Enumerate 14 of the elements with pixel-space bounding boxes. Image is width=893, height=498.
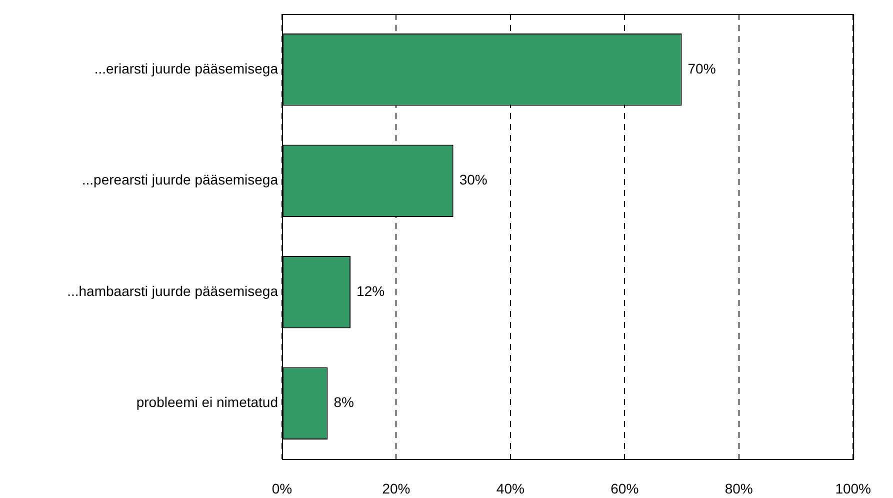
y-tick-label: probleemi ei nimetatud — [136, 394, 278, 410]
data-label: 70% — [688, 60, 716, 76]
data-label: 30% — [459, 172, 488, 188]
x-tick-label: 80% — [724, 480, 753, 496]
data-label: 8% — [334, 394, 354, 410]
data-label: 12% — [356, 282, 385, 299]
y-tick-label: ...hambaarsti juurde pääsemisega — [67, 282, 278, 299]
x-tick-label: 100% — [835, 480, 872, 496]
x-tick-label: 40% — [496, 480, 524, 496]
x-tick-label: 0% — [272, 480, 292, 496]
x-tick-label: 20% — [382, 480, 410, 496]
y-tick-label: ...eriarsti juurde pääsemisega — [94, 60, 278, 76]
y-tick-label: ...perearsti juurde pääsemisega — [82, 172, 278, 188]
x-tick-label: 60% — [610, 480, 639, 496]
